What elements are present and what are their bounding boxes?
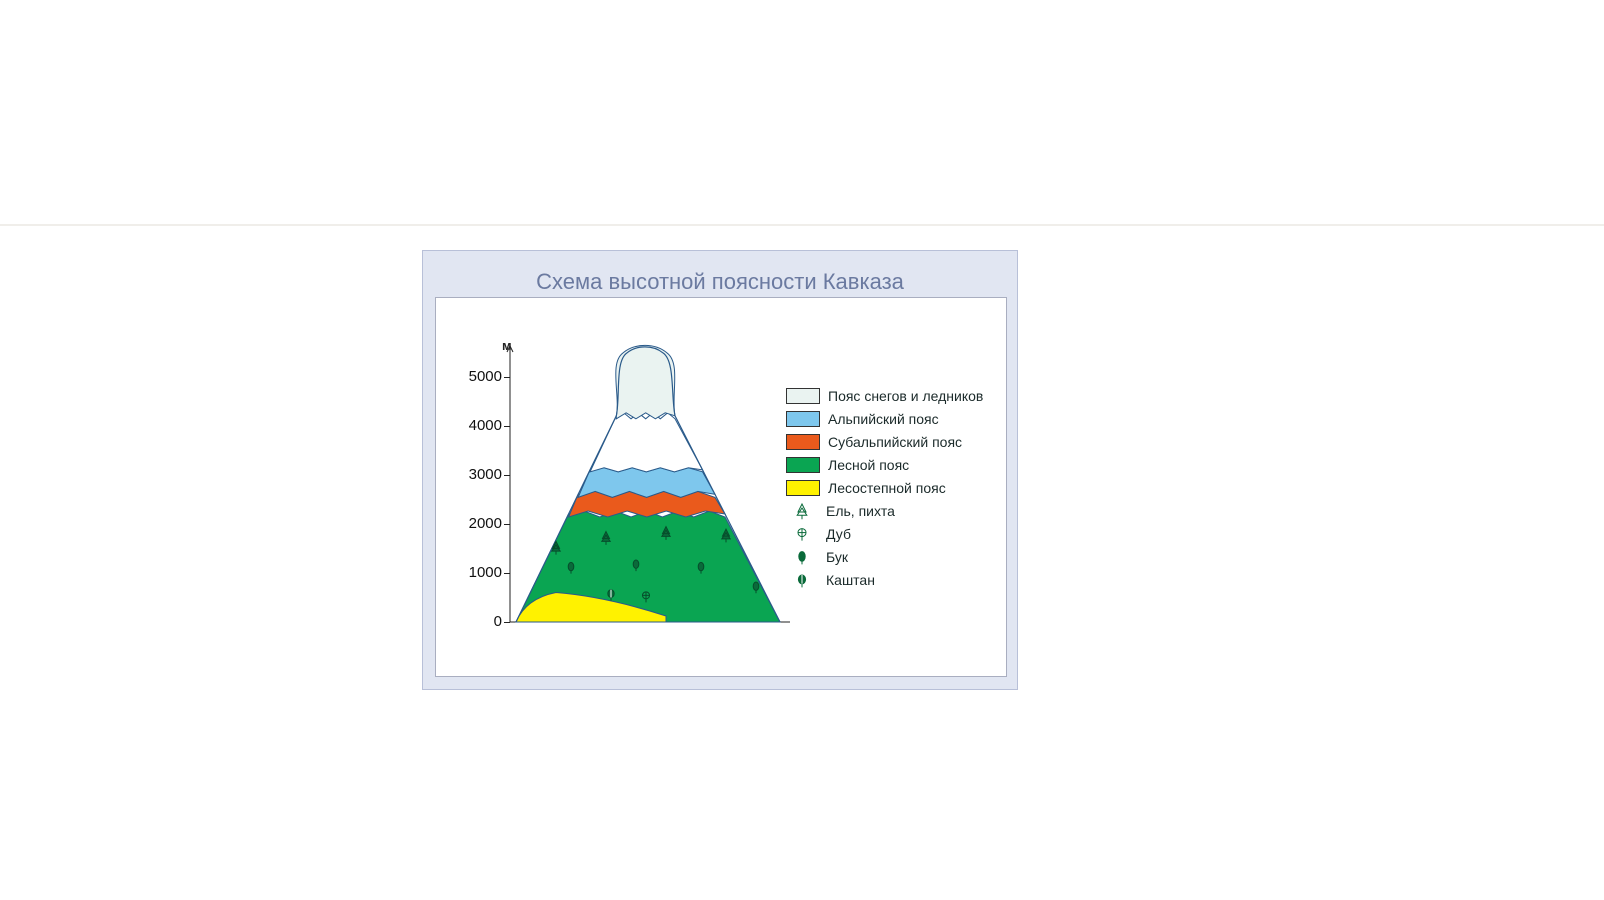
legend-swatch — [786, 388, 820, 404]
oak-icon — [786, 525, 818, 543]
y-tick-mark — [504, 377, 510, 378]
zone-nival-white — [590, 413, 702, 472]
legend-label: Каштан — [826, 572, 875, 588]
legend-zone-row: Альпийский пояс — [786, 407, 983, 430]
y-tick-label: 4000 — [452, 417, 502, 434]
horizontal-divider — [0, 224, 1604, 226]
y-tick-label: 1000 — [452, 564, 502, 581]
diagram-card: Схема высотной поясности Кавказа м 0 1000… — [422, 250, 1018, 690]
legend-label: Лесостепной пояс — [828, 480, 946, 496]
legend: Пояс снегов и ледников Альпийский пояс Суб… — [786, 384, 983, 591]
legend-zone-row: Лесной пояс — [786, 453, 983, 476]
legend-zone-row: Пояс снегов и ледников — [786, 384, 983, 407]
y-tick-label: 3000 — [452, 466, 502, 483]
legend-label: Субальпийский пояс — [828, 434, 962, 450]
y-tick-mark — [504, 426, 510, 427]
legend-label: Ель, пихта — [826, 503, 895, 519]
legend-zone-row: Лесостепной пояс — [786, 476, 983, 499]
chestnut-icon — [786, 571, 818, 589]
y-tick-label: 2000 — [452, 515, 502, 532]
legend-tree-row: Каштан — [786, 568, 983, 591]
legend-swatch — [786, 434, 820, 450]
y-tick-label: 0 — [452, 613, 502, 630]
legend-swatch — [786, 480, 820, 496]
y-tick-mark — [504, 622, 510, 623]
y-axis-unit-label: м — [502, 338, 512, 353]
legend-tree-row: Ель, пихта — [786, 499, 983, 522]
y-tick-mark — [504, 524, 510, 525]
legend-swatch — [786, 457, 820, 473]
legend-zone-row: Субальпийский пояс — [786, 430, 983, 453]
conifer-icon — [786, 502, 818, 520]
legend-label: Бук — [826, 549, 848, 565]
legend-label: Лесной пояс — [828, 457, 909, 473]
plot-frame: м 0 1000 2000 3000 4000 5000 Пояс снегов и ле… — [435, 297, 1007, 677]
legend-label: Пояс снегов и ледников — [828, 388, 983, 404]
legend-swatch — [786, 411, 820, 427]
beech-icon — [786, 548, 818, 566]
y-tick-mark — [504, 475, 510, 476]
legend-tree-row: Дуб — [786, 522, 983, 545]
legend-label: Дуб — [826, 526, 851, 542]
legend-label: Альпийский пояс — [828, 411, 939, 427]
y-tick-mark — [504, 573, 510, 574]
y-tick-label: 5000 — [452, 368, 502, 385]
card-title: Схема высотной поясности Кавказа — [435, 269, 1005, 295]
page: Схема высотной поясности Кавказа м 0 1000… — [0, 0, 1604, 900]
legend-tree-row: Бук — [786, 545, 983, 568]
